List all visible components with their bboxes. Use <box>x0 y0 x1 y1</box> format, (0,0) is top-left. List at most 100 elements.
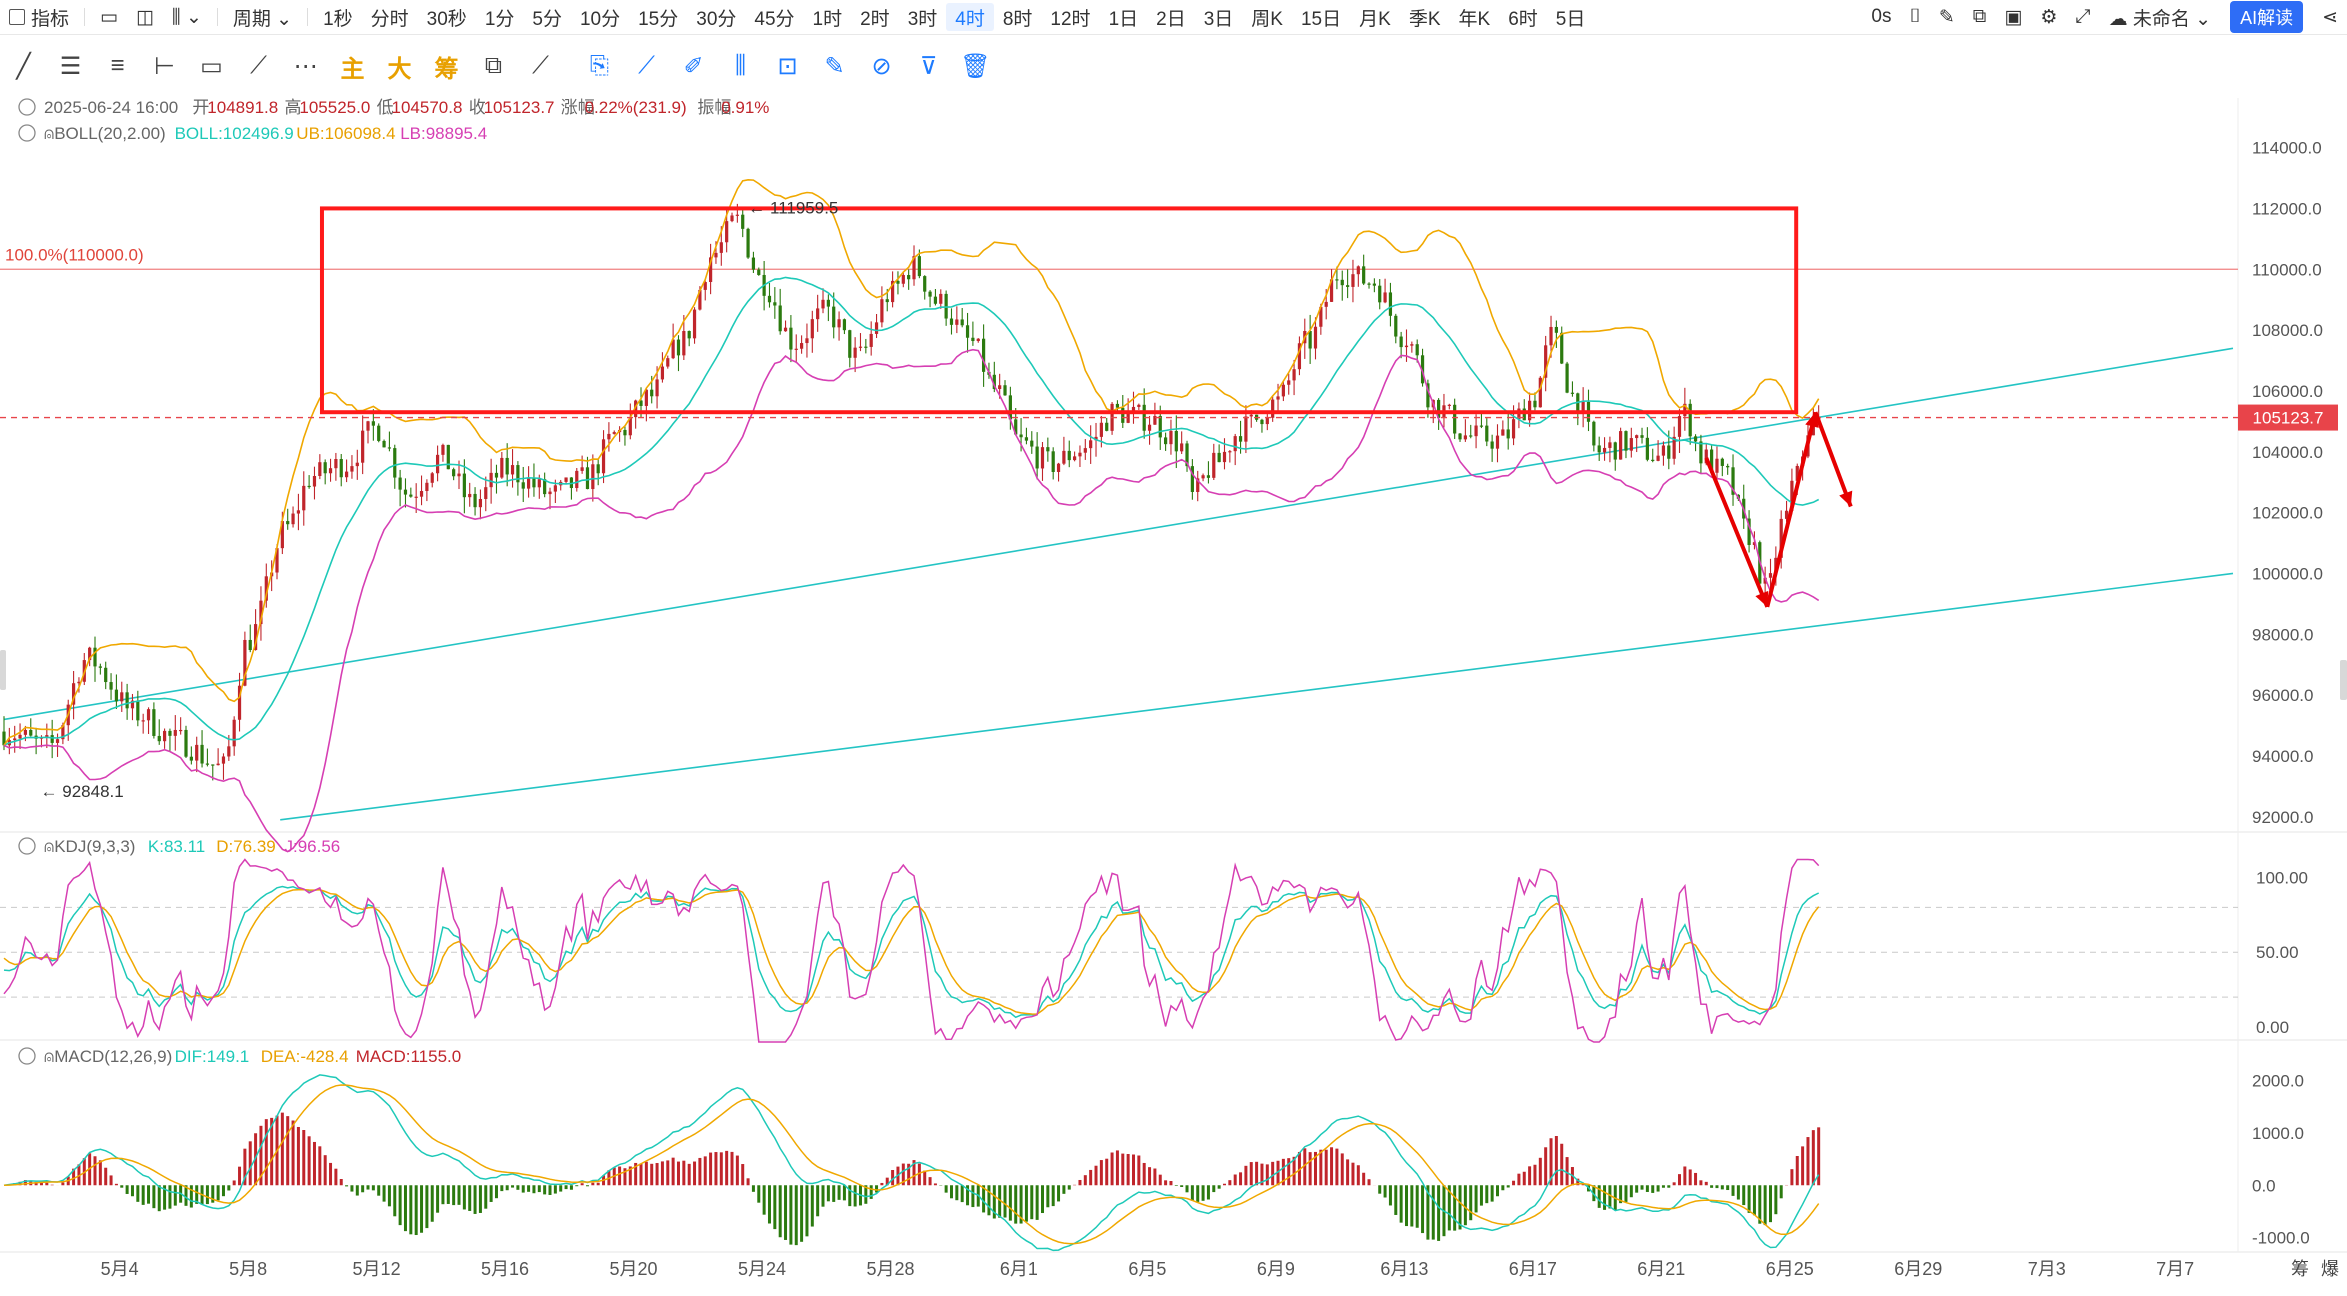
x-tick-label: 6月5 <box>1128 1259 1166 1279</box>
magnet-icon[interactable]: ⊘ <box>871 52 892 80</box>
candle-body <box>500 457 504 478</box>
trash-icon[interactable]: 🗑 <box>960 52 991 80</box>
filter-icon[interactable]: ⊽ <box>919 52 938 80</box>
candle-body <box>130 700 135 709</box>
candle-body <box>1351 274 1355 287</box>
period-8[interactable]: 15分 <box>629 0 687 34</box>
hline-tool-icon[interactable]: ☰ <box>59 52 82 80</box>
collapse-icon[interactable] <box>18 124 36 142</box>
camera-icon[interactable]: ⌷ <box>1909 6 1921 27</box>
candle-body <box>1752 542 1757 545</box>
edit-icon[interactable]: ⧉ <box>484 52 503 79</box>
arrow-down-1-head <box>1755 590 1769 607</box>
period-6[interactable]: 5分 <box>523 0 571 34</box>
candle-body <box>18 734 22 739</box>
period-7[interactable]: 10分 <box>571 0 629 34</box>
period-12[interactable]: 2时 <box>851 0 899 34</box>
large-order-button[interactable]: 大 <box>387 55 412 83</box>
boll-info: UB:106098.4 <box>296 124 395 143</box>
calendar-icon[interactable]: ▭ <box>100 6 118 28</box>
candle-body <box>1131 406 1136 411</box>
period-24[interactable]: 年K <box>1450 0 1500 34</box>
lock-icon[interactable]: ⊡ <box>777 52 798 80</box>
period-21[interactable]: 15日 <box>1292 0 1350 34</box>
brush-icon[interactable]: ⟋ <box>532 52 549 79</box>
bookmark-icon[interactable]: ⎘ <box>589 52 610 79</box>
boll-upper-line <box>3 178 1820 746</box>
collapse-icon[interactable] <box>18 837 36 855</box>
ray-tool-icon[interactable]: ⊢ <box>154 52 175 80</box>
more-tools-icon[interactable]: ⋯ <box>293 52 318 80</box>
ruler-icon[interactable]: ⟋ <box>638 52 655 79</box>
gear-icon[interactable]: ⚙ <box>2040 6 2058 28</box>
fib-tool-icon[interactable]: ⟋ <box>250 52 267 79</box>
period-10[interactable]: 45分 <box>745 0 803 34</box>
candle-icon[interactable]: ⫼ <box>734 52 747 79</box>
share-icon[interactable]: ⋖ <box>2322 6 2338 28</box>
screen-icon[interactable]: ▣ <box>2004 6 2023 28</box>
period-5[interactable]: 1分 <box>476 0 524 34</box>
candle-body <box>628 417 632 436</box>
edit-note-icon[interactable]: ✎ <box>824 52 845 80</box>
right-collapse-handle[interactable] <box>2340 660 2347 700</box>
period-9[interactable]: 30分 <box>687 0 745 34</box>
period-23[interactable]: 季K <box>1400 0 1450 34</box>
period-14[interactable]: 4时 <box>946 3 994 31</box>
candle-body <box>1067 450 1071 461</box>
candle-body <box>907 275 911 280</box>
period-3[interactable]: 分时 <box>362 0 418 34</box>
candle-body <box>1324 301 1328 307</box>
candle-body <box>998 385 1002 390</box>
candle-body <box>211 764 215 766</box>
channel-tool-icon[interactable]: ≡ <box>110 52 125 79</box>
period-13[interactable]: 3时 <box>899 0 947 34</box>
period-15[interactable]: 8时 <box>994 0 1042 34</box>
x-tick-label: 6月9 <box>1257 1259 1295 1279</box>
period-20[interactable]: 周K <box>1242 0 1292 34</box>
candle-body <box>403 489 408 495</box>
collapse-icon[interactable] <box>18 1047 36 1065</box>
candle-body <box>71 683 76 705</box>
period-17[interactable]: 1日 <box>1100 0 1148 34</box>
candle-body <box>1677 416 1682 437</box>
candle-body <box>896 280 900 284</box>
candle-body <box>1699 441 1703 464</box>
layout-name[interactable]: ☁ 未命名 ⌄ <box>2108 8 2212 30</box>
period-19[interactable]: 3日 <box>1195 0 1243 34</box>
collapse-icon[interactable] <box>18 98 36 116</box>
rect-tool-icon[interactable]: ▭ <box>200 52 223 80</box>
period-4[interactable]: 30秒 <box>418 0 476 34</box>
period-18[interactable]: 2日 <box>1147 0 1195 34</box>
y-tick-label: 112000.0 <box>2252 199 2322 218</box>
period-2[interactable]: 1秒 <box>314 0 362 34</box>
candle-body <box>1688 403 1692 437</box>
candle-body <box>1335 279 1339 281</box>
main-chart-button[interactable]: 主 <box>340 55 365 83</box>
window-icon[interactable]: ⧉ <box>1972 6 1987 27</box>
candle-body <box>227 746 231 757</box>
candle-body <box>29 729 33 736</box>
candle-body <box>1222 451 1227 463</box>
layout-icon[interactable]: ◫ <box>135 6 154 28</box>
line-tool-icon[interactable]: ╱ <box>16 52 31 80</box>
period-25[interactable]: 6时 <box>1499 0 1547 34</box>
candle-body <box>575 470 579 489</box>
chip-button[interactable]: 筹 <box>434 55 459 83</box>
candle-body <box>1089 440 1093 449</box>
ai-button[interactable]: AI解读 <box>2230 1 2304 33</box>
period-0[interactable]: 指标 <box>0 0 78 34</box>
highlighter-icon[interactable]: ✐ <box>683 52 704 80</box>
fullscreen-icon[interactable]: ⤢ <box>2075 6 2091 27</box>
candle-body <box>923 276 927 292</box>
candle-body <box>1693 436 1698 442</box>
pen-icon[interactable]: ✎ <box>1938 6 1955 28</box>
period-22[interactable]: 月K <box>1350 0 1400 34</box>
candle-body <box>1485 425 1489 442</box>
period-26[interactable]: 5日 <box>1547 0 1595 34</box>
candle-type-icon[interactable]: ⫼ ⌄ <box>171 6 202 28</box>
period-16[interactable]: 12时 <box>1041 0 1099 34</box>
period-1[interactable]: 周期 ⌄ <box>224 0 301 34</box>
left-collapse-handle[interactable] <box>0 650 6 690</box>
period-11[interactable]: 1时 <box>804 0 852 34</box>
candle-body <box>146 709 151 721</box>
